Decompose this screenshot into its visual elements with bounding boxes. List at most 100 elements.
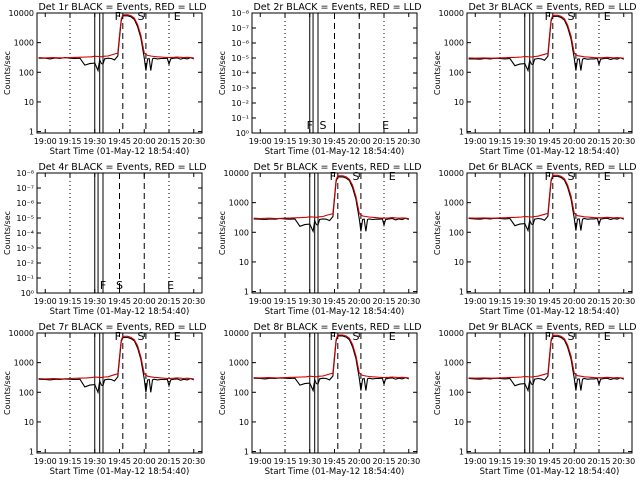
plot-frame — [36, 332, 203, 454]
x-axis-label: Start Time (01-May-12 18:54:40) — [50, 307, 190, 317]
y-tick-label: 10000 — [9, 329, 34, 338]
x-tick-label: 19:00 — [249, 297, 272, 306]
x-tick-label: 20:15 — [372, 297, 395, 306]
x-axis-label: Start Time (01-May-12 18:54:40) — [50, 467, 190, 477]
x-axis-label: Start Time (01-May-12 18:54:40) — [480, 307, 620, 317]
y-tick-label: 10000 — [9, 9, 34, 18]
marker-e: E — [167, 279, 174, 292]
y-tick-label: 10⁻⁵ — [16, 214, 34, 223]
x-tick-label: 20:00 — [133, 137, 156, 146]
x-tick-label: 19:30 — [83, 457, 106, 466]
x-axis-label: Start Time (01-May-12 18:54:40) — [50, 147, 190, 157]
series-lld — [468, 174, 624, 219]
marker-f: F — [330, 170, 336, 183]
y-tick-label: 10⁻³ — [16, 244, 34, 253]
panel-2: Det 2r BLACK = Events, RED = LLD F S E 19:00… — [218, 2, 422, 157]
series-events — [468, 175, 625, 233]
x-tick-label: 19:30 — [513, 297, 536, 306]
y-tick-label: 1000 — [14, 39, 34, 48]
y-tick-label: 1000 — [444, 359, 464, 368]
marker-f: F — [545, 170, 551, 183]
x-tick-label: 20:30 — [612, 137, 635, 146]
marker-s: S — [137, 10, 144, 23]
marker-f: F — [115, 10, 121, 23]
panel-title: Det 2r BLACK = Events, RED = LLD — [253, 2, 421, 13]
marker-f: F — [307, 119, 313, 132]
x-axis-label: Start Time (01-May-12 18:54:40) — [265, 467, 405, 477]
x-tick-label: 19:15 — [58, 297, 81, 306]
y-tick-label: 10⁻² — [16, 259, 34, 268]
panel-title: Det 5r BLACK = Events, RED = LLD — [253, 162, 421, 173]
y-tick-label: 1 — [459, 128, 464, 137]
x-tick-label: 19:00 — [249, 137, 272, 146]
x-tick-label: 19:45 — [538, 297, 561, 306]
x-tick-label: 19:15 — [488, 457, 511, 466]
series-events — [468, 15, 625, 73]
y-tick-label: 10 — [239, 418, 249, 427]
x-tick-label: 20:30 — [612, 297, 635, 306]
series-events — [253, 176, 410, 234]
marker-e: E — [389, 170, 396, 183]
x-tick-label: 20:30 — [397, 137, 420, 146]
y-tick-label: 1 — [29, 128, 34, 137]
x-tick-label: 19:45 — [323, 137, 346, 146]
y-tick-label: 10⁻⁸ — [231, 9, 249, 18]
y-tick-label: 1000 — [444, 199, 464, 208]
x-tick-label: 20:15 — [157, 457, 180, 466]
marker-s: S — [137, 330, 144, 343]
x-tick-label: 20:15 — [157, 297, 180, 306]
y-tick-label: 1000 — [229, 359, 249, 368]
series-lld — [38, 335, 194, 380]
x-axis-label: Start Time (01-May-12 18:54:40) — [480, 467, 620, 477]
x-axis-label: Start Time (01-May-12 18:54:40) — [265, 147, 405, 157]
marker-s: S — [352, 170, 359, 183]
x-tick-label: 19:45 — [323, 457, 346, 466]
x-axis-label: Start Time (01-May-12 18:54:40) — [480, 147, 620, 157]
series-lld — [468, 14, 624, 59]
x-tick-label: 19:30 — [298, 137, 321, 146]
marker-f: F — [545, 330, 551, 343]
panel-title: Det 6r BLACK = Events, RED = LLD — [468, 162, 636, 173]
x-tick-label: 20:30 — [182, 137, 205, 146]
x-tick-label: 19:30 — [298, 457, 321, 466]
y-tick-label: 10⁻⁷ — [16, 184, 34, 193]
y-tick-label: 10⁻⁴ — [231, 69, 249, 78]
marker-e: E — [604, 10, 611, 23]
series-lld — [253, 175, 409, 220]
marker-s: S — [567, 330, 574, 343]
panel-title: Det 8r BLACK = Events, RED = LLD — [253, 322, 421, 333]
x-tick-label: 20:00 — [563, 137, 586, 146]
x-tick-label: 20:00 — [133, 457, 156, 466]
series-events — [38, 15, 195, 73]
y-axis-label: Counts/sec — [433, 371, 442, 415]
y-tick-label: 1000 — [444, 39, 464, 48]
x-tick-label: 19:00 — [34, 137, 57, 146]
series-lld — [38, 14, 194, 59]
y-tick-label: 10⁻⁴ — [16, 229, 34, 238]
x-tick-label: 20:00 — [348, 137, 371, 146]
x-tick-label: 19:45 — [108, 457, 131, 466]
series-lld — [468, 334, 624, 379]
x-tick-label: 20:30 — [612, 457, 635, 466]
series-events — [38, 336, 195, 395]
y-tick-label: 10⁻² — [231, 99, 249, 108]
x-tick-label: 19:15 — [488, 297, 511, 306]
x-tick-label: 20:00 — [133, 297, 156, 306]
x-tick-label: 20:00 — [348, 457, 371, 466]
panel-title: Det 4r BLACK = Events, RED = LLD — [38, 162, 206, 173]
x-tick-label: 19:15 — [58, 457, 81, 466]
x-tick-label: 19:15 — [273, 457, 296, 466]
y-tick-label: 10000 — [224, 329, 249, 338]
x-tick-label: 20:15 — [157, 137, 180, 146]
x-tick-label: 20:15 — [587, 457, 610, 466]
y-tick-label: 1 — [244, 288, 249, 297]
y-tick-label: 10 — [454, 98, 464, 107]
y-tick-label: 10000 — [439, 329, 464, 338]
y-tick-label: 10000 — [439, 169, 464, 178]
marker-e: E — [604, 170, 611, 183]
x-tick-label: 20:15 — [587, 137, 610, 146]
